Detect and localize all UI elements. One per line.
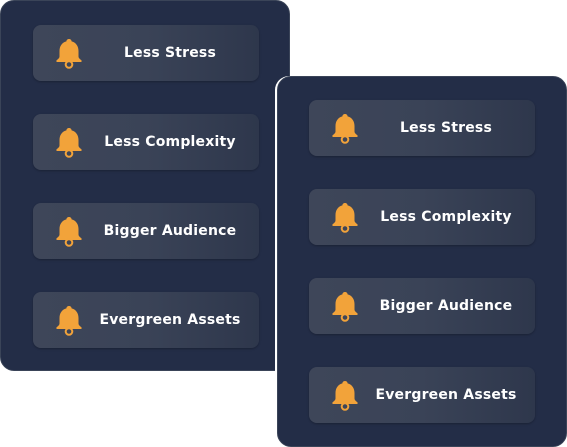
benefits-panel-left: Less Stress Less Complexity Bigger Audie…	[0, 0, 290, 371]
benefit-card-less-stress: Less Stress	[33, 25, 259, 81]
benefit-card-less-stress: Less Stress	[309, 100, 535, 156]
benefit-label: Less Complexity	[380, 209, 512, 225]
benefit-label: Less Complexity	[104, 134, 236, 150]
benefit-card-evergreen-assets: Evergreen Assets	[33, 292, 259, 348]
benefit-card-less-complexity: Less Complexity	[309, 189, 535, 245]
bell-icon	[55, 37, 83, 69]
benefit-label: Evergreen Assets	[375, 387, 517, 403]
benefit-label: Bigger Audience	[103, 223, 237, 239]
bell-icon	[331, 290, 359, 322]
benefit-card-bigger-audience: Bigger Audience	[309, 278, 535, 334]
bell-icon	[55, 126, 83, 158]
bell-icon	[55, 215, 83, 247]
benefit-card-bigger-audience: Bigger Audience	[33, 203, 259, 259]
bell-icon	[331, 112, 359, 144]
bell-icon	[55, 304, 83, 336]
benefit-label: Bigger Audience	[379, 298, 513, 314]
bell-icon	[331, 201, 359, 233]
benefit-label: Less Stress	[400, 120, 492, 136]
benefits-panel-right: Less Stress Less Complexity Bigger Audie…	[277, 76, 567, 447]
bell-icon	[331, 379, 359, 411]
benefit-card-evergreen-assets: Evergreen Assets	[309, 367, 535, 423]
benefit-label: Less Stress	[124, 45, 216, 61]
benefit-label: Evergreen Assets	[99, 312, 241, 328]
benefit-card-less-complexity: Less Complexity	[33, 114, 259, 170]
